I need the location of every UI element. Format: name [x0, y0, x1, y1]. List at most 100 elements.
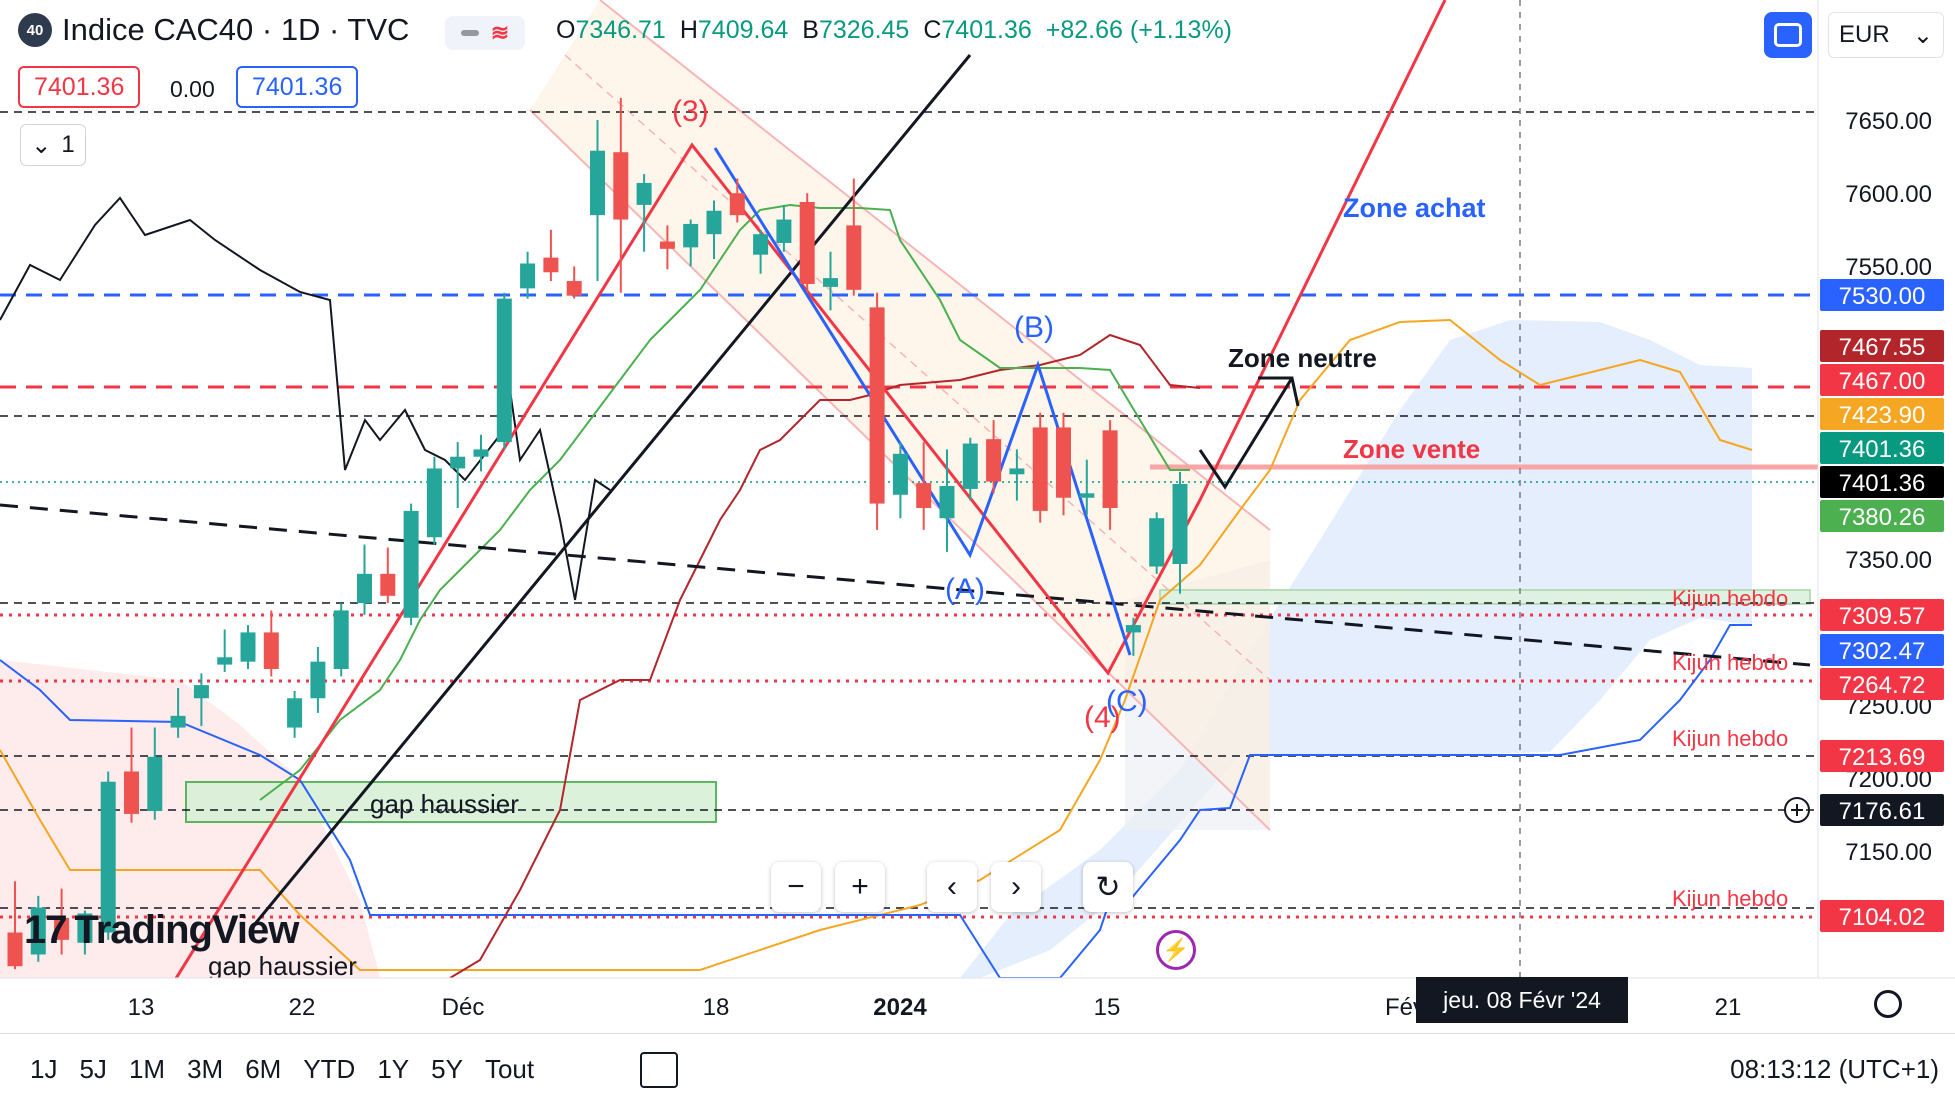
symbol-title[interactable]: Indice CAC40 · 1D · TVC — [62, 12, 410, 47]
candle — [1056, 412, 1071, 516]
candle — [846, 178, 862, 296]
x-axis[interactable]: 13 22 Déc 18 2024 15 Fév 21 — [128, 994, 1742, 1021]
add-price-icon[interactable] — [1784, 797, 1810, 823]
wave-label-c: (C) — [1106, 685, 1148, 718]
candle — [1079, 459, 1095, 516]
reset-chart-button[interactable]: ↻ — [1083, 862, 1133, 912]
range-5y[interactable]: 5Y — [431, 1054, 463, 1084]
candle — [939, 449, 955, 552]
candle — [450, 442, 466, 508]
candle — [892, 442, 908, 519]
scroll-right-button[interactable]: › — [991, 862, 1041, 912]
wave-label-b: (B) — [1014, 311, 1054, 344]
zoom-out-button[interactable]: − — [771, 862, 821, 912]
price-tag-label: 7467.55 — [1839, 334, 1926, 361]
range-1m[interactable]: 1M — [128, 1054, 166, 1084]
y-tick-label: 7650.00 — [1845, 108, 1932, 135]
range-1y[interactable]: 1Y — [377, 1054, 410, 1084]
indicator-toggle[interactable]: ≋ — [445, 16, 525, 50]
price-tag: 7104.02 — [1820, 900, 1944, 932]
candle — [1102, 420, 1118, 530]
price-tag-label: 7467.00 — [1839, 368, 1926, 395]
candle — [636, 174, 652, 252]
price-tags: 7530.00 7467.55 7467.00 7423.90 7401.36 7401.… — [1784, 279, 1944, 932]
wave-label-a: (A) — [945, 573, 985, 606]
zone-arrow — [1198, 377, 1294, 490]
range-3m[interactable]: 3M — [187, 1054, 224, 1084]
symbol-badge[interactable]: 40 — [18, 13, 52, 47]
low-value: 7326.45 — [818, 16, 910, 44]
elliott-blue — [713, 147, 1132, 656]
candle — [916, 442, 932, 530]
wave-icon: ≋ — [490, 20, 510, 45]
range-1j[interactable]: 1J — [30, 1054, 58, 1084]
candle — [823, 251, 838, 311]
price-tag-label: 7380.26 — [1839, 504, 1926, 531]
candle — [729, 178, 745, 223]
candle — [520, 251, 536, 299]
candle — [333, 603, 349, 677]
range-ytd[interactable]: YTD — [303, 1054, 356, 1084]
clock-label: 08:13:12 (UTC+1) — [1730, 1054, 1939, 1084]
candle — [170, 688, 186, 738]
lightning-icon[interactable]: ⚡ — [1156, 930, 1196, 970]
price-tag-label: 7423.90 — [1839, 402, 1926, 429]
candle — [776, 204, 792, 252]
candle — [124, 727, 139, 823]
candle — [869, 292, 885, 530]
candle — [30, 895, 46, 962]
range-5j[interactable]: 5J — [79, 1054, 107, 1084]
candle — [496, 292, 512, 450]
price-tag-label: 7264.72 — [1839, 672, 1926, 699]
candle — [659, 225, 675, 270]
annotation-kijun-hebdo: Kijun hebdo — [1672, 726, 1788, 751]
candle — [1172, 471, 1188, 594]
price-tag: 7467.00 — [1820, 364, 1944, 396]
price-tag-label: 7401.36 — [1839, 436, 1926, 463]
chart-header: 40 Indice CAC40 · 1D · TVC — [18, 12, 409, 48]
annotation-kijun-hebdo: Kijun hebdo — [1672, 650, 1788, 675]
price-tag: 7401.36 — [1820, 432, 1944, 464]
x-tick-label: 2024 — [873, 994, 927, 1021]
currency-value: EUR — [1839, 21, 1890, 48]
indicator-count: 1 — [61, 131, 75, 158]
wave-label-4: (4) — [1084, 701, 1121, 734]
gear-icon[interactable] — [1874, 990, 1902, 1018]
zoom-in-button[interactable]: + — [835, 862, 885, 912]
tradingview-logo: 17 TradingView — [24, 908, 299, 953]
x-tick-label: 13 — [128, 994, 155, 1021]
price-tag-label: 7176.61 — [1839, 798, 1926, 825]
candle — [683, 219, 699, 267]
plot-area: Zone achat Zone neutre Zone vente gap ha… — [0, 0, 1818, 978]
range-tout[interactable]: Tout — [484, 1054, 535, 1084]
candle — [240, 625, 256, 669]
scroll-left-button[interactable]: ‹ — [927, 862, 977, 912]
candle — [54, 888, 70, 955]
candle — [100, 771, 116, 940]
price-tag-label: 7104.02 — [1839, 904, 1926, 931]
price-tag: 7423.90 — [1820, 398, 1944, 430]
indicators-collapse-button[interactable]: ⌄ 1 — [20, 124, 86, 166]
elliott-red — [174, 0, 1447, 978]
y-tick-label: 7350.00 — [1845, 547, 1932, 574]
calendar-icon[interactable] — [640, 1052, 678, 1088]
candle — [310, 647, 326, 713]
price-tag: 7380.26 — [1820, 500, 1944, 532]
low-label: B — [802, 16, 819, 44]
senkou-blue — [0, 624, 1752, 978]
tradingview-mark-icon: 17 — [24, 908, 67, 952]
currency-select[interactable]: EUR ⌄ — [1828, 12, 1944, 58]
price-tag: 7401.36 — [1820, 466, 1944, 498]
candle — [1009, 449, 1025, 501]
x-tick-label: 15 — [1094, 994, 1121, 1021]
gap-zone — [185, 781, 717, 823]
range-6m[interactable]: 6M — [245, 1054, 282, 1084]
price-tag: 7213.69 — [1820, 740, 1944, 772]
buy-price-button[interactable]: 7401.36 — [236, 66, 359, 108]
sell-price-button[interactable]: 7401.36 — [18, 66, 141, 108]
chart-mode-button[interactable] — [1764, 12, 1812, 58]
high-value: 7409.64 — [697, 16, 789, 44]
price-tag-label: 7309.57 — [1839, 603, 1926, 630]
candle — [1032, 412, 1048, 523]
